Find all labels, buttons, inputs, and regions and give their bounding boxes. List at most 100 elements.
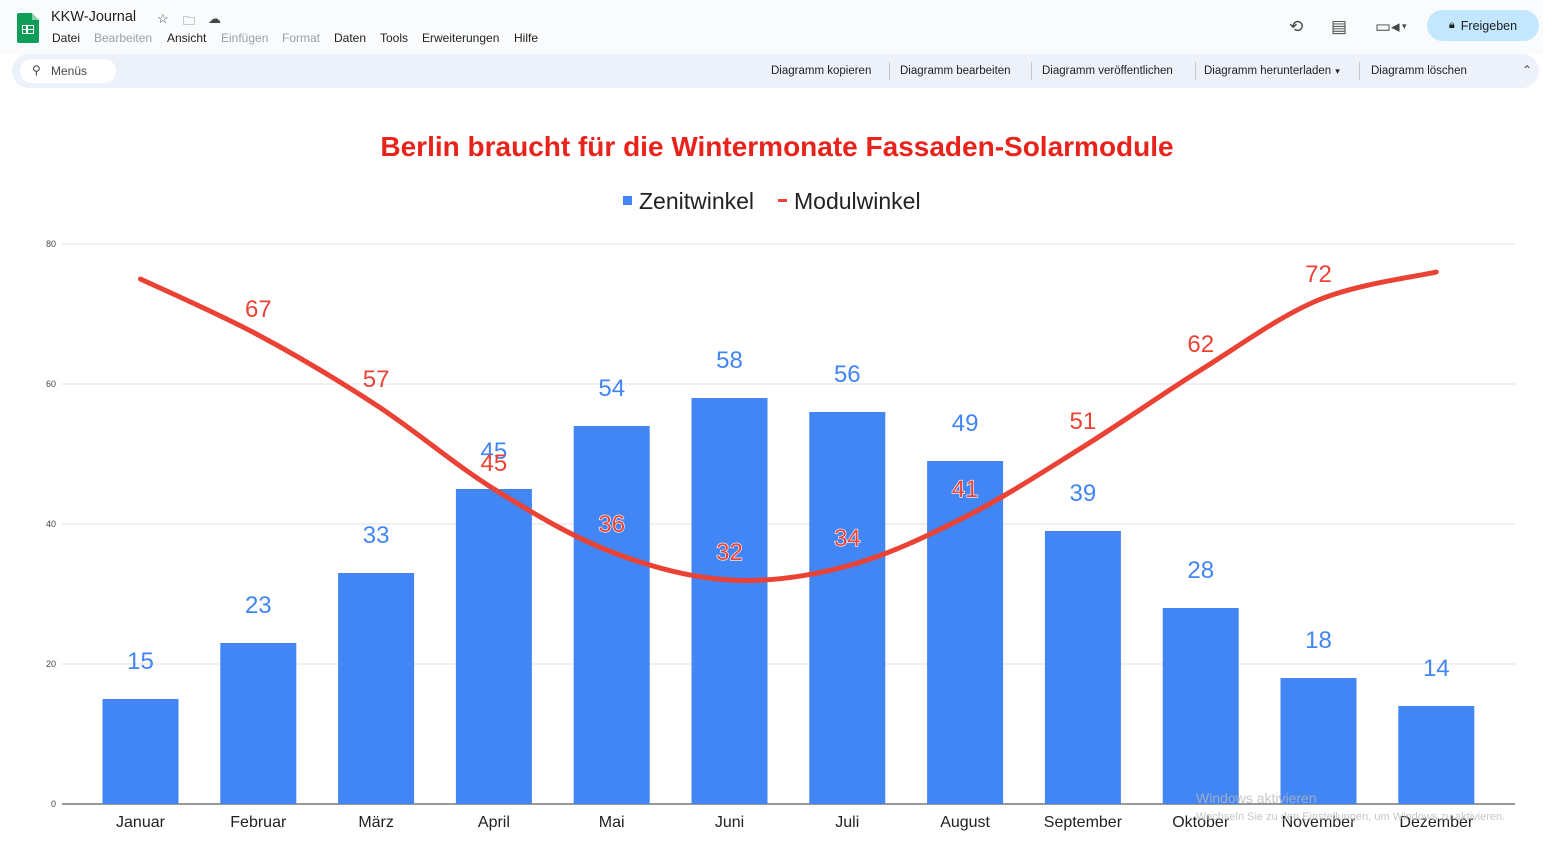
legend-label-modulwinkel: Modulwinkel [794,188,921,214]
line-data-label: 72 [1305,261,1332,288]
lock-icon: 🔒︎ [1448,19,1455,31]
bar-data-label: 28 [1187,557,1214,584]
bar-data-label: 23 [245,592,272,619]
menu-item-einfügen[interactable]: Einfügen [221,31,269,45]
comments-icon[interactable]: ▤ [1331,17,1348,36]
menu-item-ansicht[interactable]: Ansicht [167,31,207,45]
chart: Berlin braucht für die Wintermonate Fass… [46,131,1515,831]
x-tick-label: August [940,814,990,831]
toolbar-action-2[interactable]: Diagramm bearbeiten [900,65,1011,77]
bar-märz [338,573,415,804]
toolbar-divider [1195,62,1196,80]
move-folder-icon[interactable]: 🗀 [183,14,196,28]
legend-swatch-modulwinkel [778,199,787,202]
toolbar-action-4[interactable]: Diagramm herunterladen ▾ [1204,65,1340,77]
bar-data-label: 45 [481,438,508,465]
x-tick-label: Januar [116,814,166,831]
menu-item-format[interactable]: Format [282,31,321,45]
x-tick-label: November [1282,814,1356,831]
legend-label-zenitwinkel: Zenitwinkel [639,188,754,214]
cloud-status-icon[interactable]: ☁ [208,11,221,26]
bar-januar [102,699,179,804]
bar-september [1044,531,1121,804]
bar-juli [809,412,886,804]
line-data-label: 34 [834,525,861,552]
top-bar: KKW-Journal ☆ 🗀 ☁ Datei Bearbeiten Ansicht… [0,0,1543,54]
menu-item-tools[interactable]: Tools [380,31,409,45]
line-data-label: 36 [598,511,625,538]
legend-swatch-zenitwinkel [623,196,632,205]
windows-activation-hint: Wechseln Sie zu den Einstellungen, um Wi… [1196,811,1506,823]
history-icon[interactable]: ⟲ [1289,17,1304,36]
toolbar-action-label: Diagramm löschen [1371,65,1467,77]
bar-oktober [1162,608,1239,804]
video-call-icon[interactable]: ▭◂ [1375,17,1400,36]
menu-search-input[interactable]: ⚲ Menüs [20,59,116,83]
bar-april [455,489,532,804]
chart-title: Berlin braucht für die Wintermonate Fass… [380,131,1173,162]
line-data-label: 32 [716,539,743,566]
menu-item-daten[interactable]: Daten [334,31,367,45]
toolbar-divider [1031,62,1032,80]
toolbar-divider [1359,62,1360,80]
chart-container: Berlin braucht für die Wintermonate Fass… [0,88,1543,843]
x-tick-label: Dezember [1399,814,1473,831]
share-label: Freigeben [1460,18,1518,33]
menu-item-hilfe[interactable]: Hilfe [514,31,539,45]
bar-data-label: 58 [716,347,743,374]
menu-item-datei[interactable]: Datei [52,31,81,45]
bar-data-label: 39 [1070,480,1097,507]
chart-toolbar: ⚲ Menüs Diagramm kopieren Diagramm bearbe… [12,54,1539,88]
x-tick-label: März [358,814,394,831]
dropdown-arrow-icon: ▾ [1335,66,1340,76]
video-call-dropdown-icon[interactable]: ▾ [1402,21,1407,31]
sheets-logo-icon[interactable] [17,13,39,43]
share-button[interactable]: 🔒︎ Freigeben [1427,10,1539,41]
toolbar-action-3[interactable]: Diagramm veröffentlichen [1042,65,1173,77]
x-tick-label: Oktober [1172,814,1230,831]
bar-august [927,461,1004,804]
line-data-label: 51 [1070,408,1097,435]
toolbar-action-label: Diagramm veröffentlichen [1042,65,1173,77]
menu-item-erweiterungen[interactable]: Erweiterungen [422,31,500,45]
x-tick-label: Mai [599,814,625,831]
chevron-up-icon[interactable]: ⌃ [1522,63,1533,77]
bar-dezember [1398,706,1475,804]
y-tick-label: 80 [46,239,56,249]
x-tick-label: April [478,814,510,831]
bar-november [1280,678,1357,804]
star-icon[interactable]: ☆ [157,11,169,26]
bar-juni [691,398,768,804]
x-tick-label: September [1044,814,1123,831]
bar-data-label: 49 [952,410,979,437]
toolbar-action-5[interactable]: Diagramm löschen [1371,65,1467,77]
line-data-label: 57 [363,366,390,393]
bar-data-label: 14 [1423,655,1450,682]
menu-item-bearbeiten[interactable]: Bearbeiten [94,31,153,45]
y-tick-label: 40 [46,519,56,529]
bar-mai [573,426,650,804]
toolbar-action-label: Diagramm herunterladen [1204,65,1332,77]
bar-februar [220,643,297,804]
line-data-label: 67 [245,296,272,323]
toolbar-divider [889,62,890,80]
bar-data-label: 56 [834,361,861,388]
x-tick-label: Juli [835,814,859,831]
toolbar-action-label: Diagramm bearbeiten [900,65,1011,77]
y-tick-label: 0 [51,799,56,809]
modulwinkel-line [138,269,1439,583]
windows-activation-watermark: Windows aktivieren [1196,790,1317,806]
bar-data-label: 33 [363,522,390,549]
y-tick-label: 20 [46,659,56,669]
document-title[interactable]: KKW-Journal [51,9,137,25]
menu-search-placeholder: Menüs [51,64,88,78]
search-icon: ⚲ [32,63,41,77]
line-data-label: 62 [1187,331,1214,358]
x-tick-label: Februar [230,814,287,831]
line-data-label: 41 [952,476,979,503]
y-tick-label: 60 [46,379,56,389]
toolbar-action-label: Diagramm kopieren [771,65,872,77]
toolbar-action-1[interactable]: Diagramm kopieren [771,65,871,77]
line-data-label: 45 [481,450,508,477]
bar-data-label: 18 [1305,627,1332,654]
